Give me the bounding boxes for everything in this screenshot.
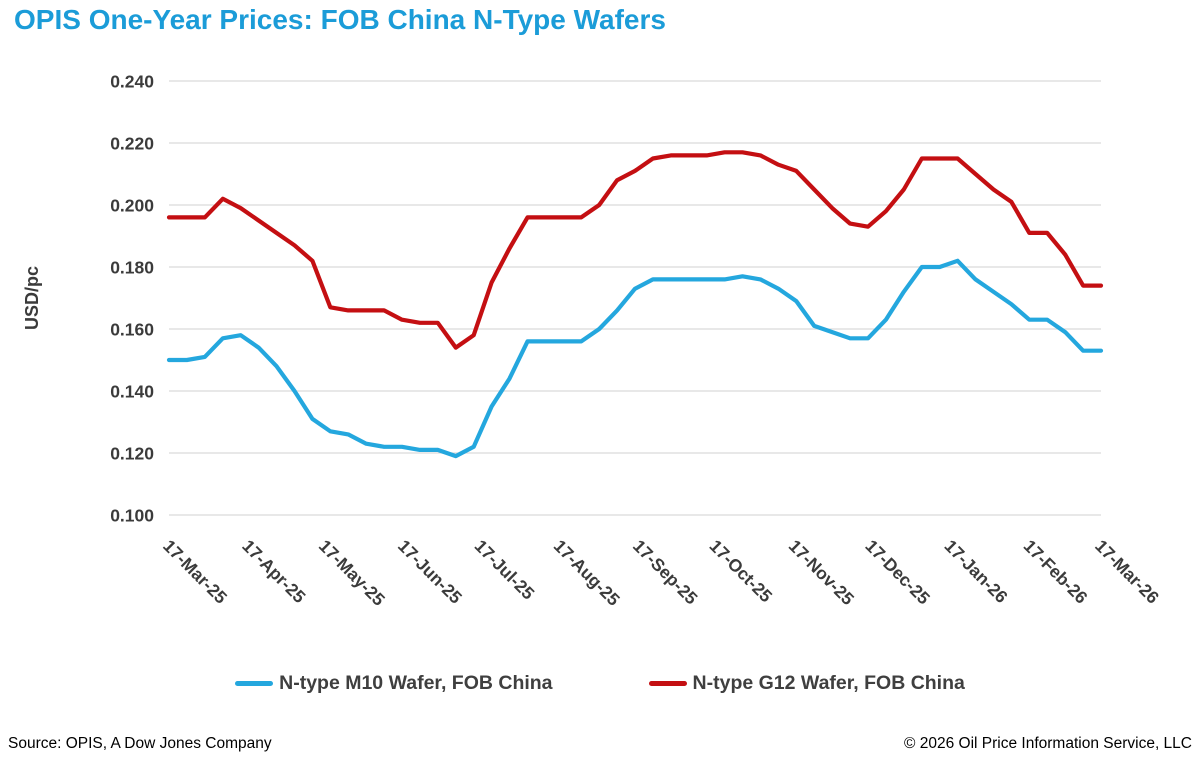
x-tick-label: 17-Sep-25 [629,536,702,609]
x-tick-label: 17-Feb-26 [1020,536,1092,608]
legend-item-m10: N-type M10 Wafer, FOB China [235,672,553,695]
series-line-g12 [166,150,1104,350]
x-tick-label: 17-Oct-25 [706,536,777,607]
copyright-note: © 2026 Oil Price Information Service, LL… [904,735,1192,752]
x-tick-label: 17-Mar-25 [159,536,231,608]
y-tick-label: 0.180 [110,258,154,278]
y-tick-label: 0.100 [110,506,154,526]
y-tick-label: 0.220 [110,134,154,154]
y-tick-label: 0.200 [110,196,154,216]
x-tick-label: 17-Mar-26 [1091,536,1163,608]
source-note: Source: OPIS, A Dow Jones Company [8,735,272,752]
y-tick-label: 0.120 [110,444,154,464]
g12-line-swatch-icon [648,681,687,686]
x-tick-label: 17-Jul-25 [471,536,539,604]
x-tick-label: 17-May-25 [315,536,389,610]
y-tick-label: 0.140 [110,382,154,402]
legend-label-g12: N-type G12 Wafer, FOB China [692,672,965,694]
page-title: OPIS One-Year Prices: FOB China N-Type W… [14,4,666,35]
legend-label-m10: N-type M10 Wafer, FOB China [279,672,553,694]
x-tick-label: 17-Jan-26 [941,536,1012,607]
m10-line-swatch-icon [235,681,274,686]
y-tick-label: 0.240 [110,72,154,92]
x-tick-label: 17-Aug-25 [550,536,624,610]
series-line-m10 [166,258,1104,459]
x-tick-label: 17-Apr-25 [238,536,309,607]
footer: Source: OPIS, A Dow Jones Company © 2026… [0,735,1200,765]
legend: N-type M10 Wafer, FOB China N-type G12 W… [0,672,1200,695]
x-tick-label: 17-Dec-25 [861,536,934,609]
x-tick-label: 17-Nov-25 [785,536,858,609]
x-tick-label: 17-Jun-25 [394,536,466,608]
y-axis-title: USD/pc [22,266,42,330]
line-chart: 0.240 0.220 0.200 0.180 0.160 0.140 0.120 0.100… [22,72,1163,610]
y-tick-label: 0.160 [110,320,154,340]
legend-item-g12: N-type G12 Wafer, FOB China [648,672,965,695]
